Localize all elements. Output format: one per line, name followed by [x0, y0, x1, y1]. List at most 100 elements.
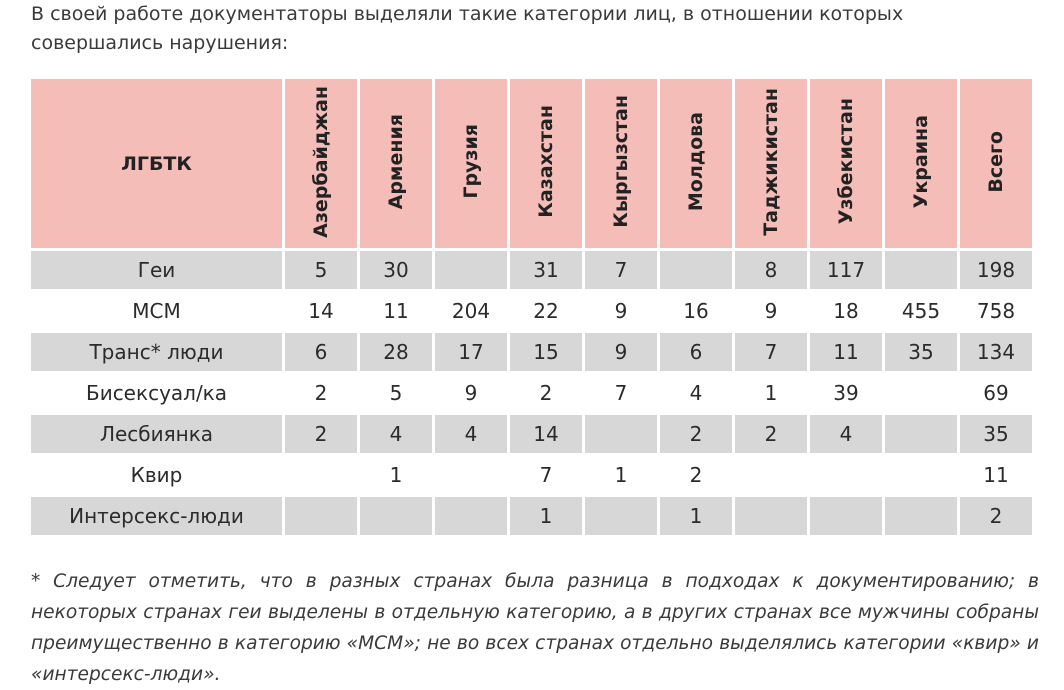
table-cell: 9 [435, 374, 507, 412]
table-cell: 2 [660, 456, 732, 494]
table-cell: 9 [585, 333, 657, 371]
table-cell: 2 [960, 497, 1032, 535]
header-label: Украина [909, 114, 932, 209]
header-label: Грузия [459, 124, 482, 199]
table-cell [285, 497, 357, 535]
table-cell: 1 [510, 497, 582, 535]
row-label: Интерсекс-люди [31, 497, 282, 535]
table-cell [735, 497, 807, 535]
header-moldova: Молдова [660, 79, 732, 248]
table-cell [885, 415, 957, 453]
table-cell [435, 251, 507, 289]
row-label: Лесбиянка [31, 415, 282, 453]
table-cell: 14 [285, 292, 357, 330]
table-row: Бисексуал/ка 2 5 9 2 7 4 1 39 69 [31, 374, 1032, 412]
header-ukraine: Украина [885, 79, 957, 248]
table-cell: 1 [735, 374, 807, 412]
table-cell: 204 [435, 292, 507, 330]
header-label: Всего [984, 130, 1007, 193]
table-cell: 4 [660, 374, 732, 412]
header-label: Азербайджан [309, 85, 332, 238]
table-cell [435, 497, 507, 535]
row-label: Транс* люди [31, 333, 282, 371]
table-cell: 4 [810, 415, 882, 453]
table-cell [810, 497, 882, 535]
table-cell: 4 [360, 415, 432, 453]
table-cell: 11 [360, 292, 432, 330]
table-cell: 17 [435, 333, 507, 371]
table-cell: 2 [510, 374, 582, 412]
table-cell: 5 [285, 251, 357, 289]
table-cell: 7 [735, 333, 807, 371]
table-cell: 14 [510, 415, 582, 453]
table-cell: 7 [585, 251, 657, 289]
header-label: Таджикистан [759, 87, 782, 236]
table-cell [810, 456, 882, 494]
table-cell: 134 [960, 333, 1032, 371]
table-cell: 9 [735, 292, 807, 330]
table-cell: 39 [810, 374, 882, 412]
table-row: Лесбиянка 2 4 4 14 2 2 4 35 [31, 415, 1032, 453]
table-cell: 7 [585, 374, 657, 412]
table-cell: 15 [510, 333, 582, 371]
table-row: Квир 1 7 1 2 11 [31, 456, 1032, 494]
table-cell: 31 [510, 251, 582, 289]
table-cell: 2 [660, 415, 732, 453]
header-label: Казахстан [534, 105, 557, 218]
header-uzbekistan: Узбекистан [810, 79, 882, 248]
header-armenia: Армения [360, 79, 432, 248]
header-label: Кыргызстан [609, 95, 632, 228]
table-cell: 35 [960, 415, 1032, 453]
table-cell [360, 497, 432, 535]
table-cell: 18 [810, 292, 882, 330]
table-cell [585, 497, 657, 535]
header-tajikistan: Таджикистан [735, 79, 807, 248]
table-cell [885, 497, 957, 535]
header-label: Армения [384, 113, 407, 210]
table-cell: 11 [810, 333, 882, 371]
table-cell: 16 [660, 292, 732, 330]
table-cell [285, 456, 357, 494]
table-cell: 7 [510, 456, 582, 494]
table-cell: 1 [585, 456, 657, 494]
table-cell: 28 [360, 333, 432, 371]
table-cell: 1 [360, 456, 432, 494]
footnote: * Следует отметить, что в разных странах… [31, 571, 1039, 685]
header-kyrgyzstan: Кыргызстан [585, 79, 657, 248]
header-label: Узбекистан [834, 98, 857, 225]
table-row: Геи 5 30 31 7 8 117 198 [31, 251, 1032, 289]
header-row: ЛГБТК Азербайджан Армения Грузия Казахст… [31, 79, 1032, 248]
table-cell: 455 [885, 292, 957, 330]
table-cell: 2 [285, 415, 357, 453]
table-cell [435, 456, 507, 494]
table-cell: 2 [285, 374, 357, 412]
row-label: Геи [31, 251, 282, 289]
intro-paragraph: В своей работе документаторы выделяли та… [31, 3, 904, 54]
table-cell [885, 456, 957, 494]
table-row: Транс* люди 6 28 17 15 9 6 7 11 35 134 [31, 333, 1032, 371]
table-row: МСМ 14 11 204 22 9 16 9 18 455 758 [31, 292, 1032, 330]
table-cell [885, 374, 957, 412]
header-total: Всего [960, 79, 1032, 248]
violations-table: ЛГБТК Азербайджан Армения Грузия Казахст… [28, 76, 1035, 538]
table-cell: 1 [660, 497, 732, 535]
table-cell: 11 [960, 456, 1032, 494]
table-cell: 758 [960, 292, 1032, 330]
table-cell: 5 [360, 374, 432, 412]
table-cell: 2 [735, 415, 807, 453]
table-cell: 8 [735, 251, 807, 289]
table-cell: 69 [960, 374, 1032, 412]
header-kazakhstan: Казахстан [510, 79, 582, 248]
row-label: МСМ [31, 292, 282, 330]
table-cell [660, 251, 732, 289]
table-cell: 22 [510, 292, 582, 330]
table-cell: 9 [585, 292, 657, 330]
table-cell: 35 [885, 333, 957, 371]
table-cell: 117 [810, 251, 882, 289]
header-corner: ЛГБТК [31, 79, 282, 248]
header-georgia: Грузия [435, 79, 507, 248]
table-cell: 4 [435, 415, 507, 453]
table-cell [585, 415, 657, 453]
row-label: Бисексуал/ка [31, 374, 282, 412]
table-row: Интерсекс-люди 1 1 2 [31, 497, 1032, 535]
